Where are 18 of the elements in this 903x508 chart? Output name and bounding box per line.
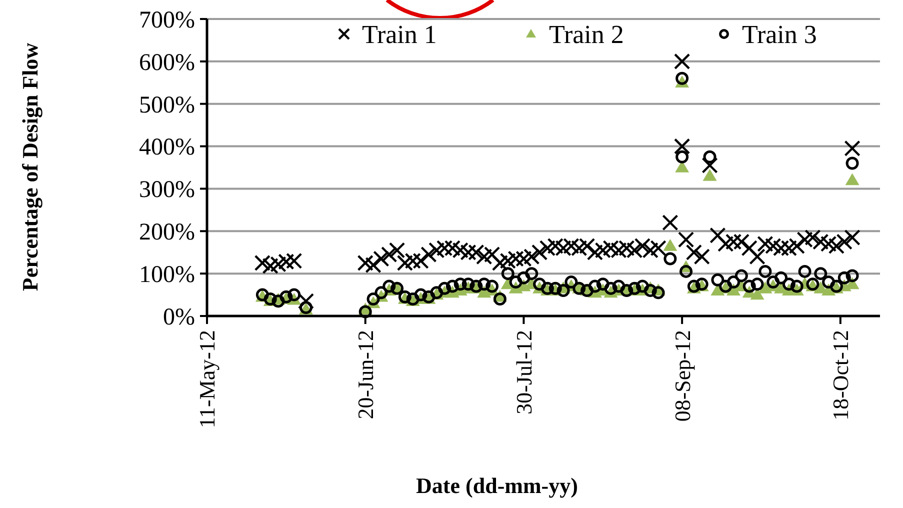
y-tick-label: 700% <box>139 7 195 34</box>
y-tick-label: 100% <box>139 262 195 288</box>
y-tick-label: 200% <box>139 220 195 246</box>
x-tick-label: 20-Jun-12 <box>353 330 378 420</box>
y-tick-label: 300% <box>139 177 195 204</box>
y-tick-label: 500% <box>139 92 195 118</box>
x-tick-label: 30-Jul-12 <box>511 330 536 414</box>
x-tick-label: 18-Oct-12 <box>828 330 854 420</box>
x-tick-label: 11-May-12 <box>194 330 220 428</box>
x-axis-title: Date (dd-mm-yy) <box>416 473 578 498</box>
x-tick-label: 08-Sep-12 <box>670 330 695 422</box>
legend-label: Train 3 <box>742 20 817 50</box>
y-tick-label: 400% <box>139 134 195 161</box>
y-axis-title: Percentage of Design Flow <box>18 42 43 292</box>
y-tick-label: 0% <box>163 304 195 330</box>
y-tick-label: 600% <box>139 50 195 76</box>
legend-label: Train 2 <box>549 20 624 50</box>
legend-label: Train 1 <box>362 20 437 50</box>
